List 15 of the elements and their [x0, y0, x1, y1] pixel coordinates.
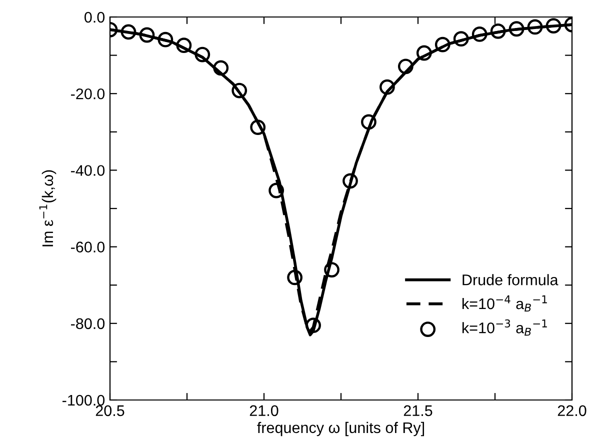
y-axis-title: Im ε$^{−1}$(k,ω): [39, 170, 56, 246]
x-tick-label: 22.0: [558, 405, 586, 416]
y-tick-label: -100.0: [62, 394, 105, 406]
y-tick-label: -20.0: [71, 88, 105, 100]
x-tick-label: 21.0: [250, 405, 278, 416]
y-tick-label: 0.0: [84, 12, 105, 23]
x-tick-label: 21.5: [404, 405, 432, 416]
x-tick-label: 20.5: [96, 405, 124, 416]
legend-label: Drude formula: [462, 274, 558, 286]
legend-label: k=10$^{−3}$ a$_{B}$$^{−1}$: [462, 319, 547, 336]
x-axis-title: frequency ω [units of Ry]: [257, 422, 424, 436]
y-tick-label: -40.0: [71, 165, 105, 176]
y-tick-label: -60.0: [71, 242, 105, 252]
y-tick-label: -80.0: [71, 318, 105, 330]
legend-label: k=10$^{−4}$ a$_{B}$$^{−1}$: [462, 295, 547, 312]
